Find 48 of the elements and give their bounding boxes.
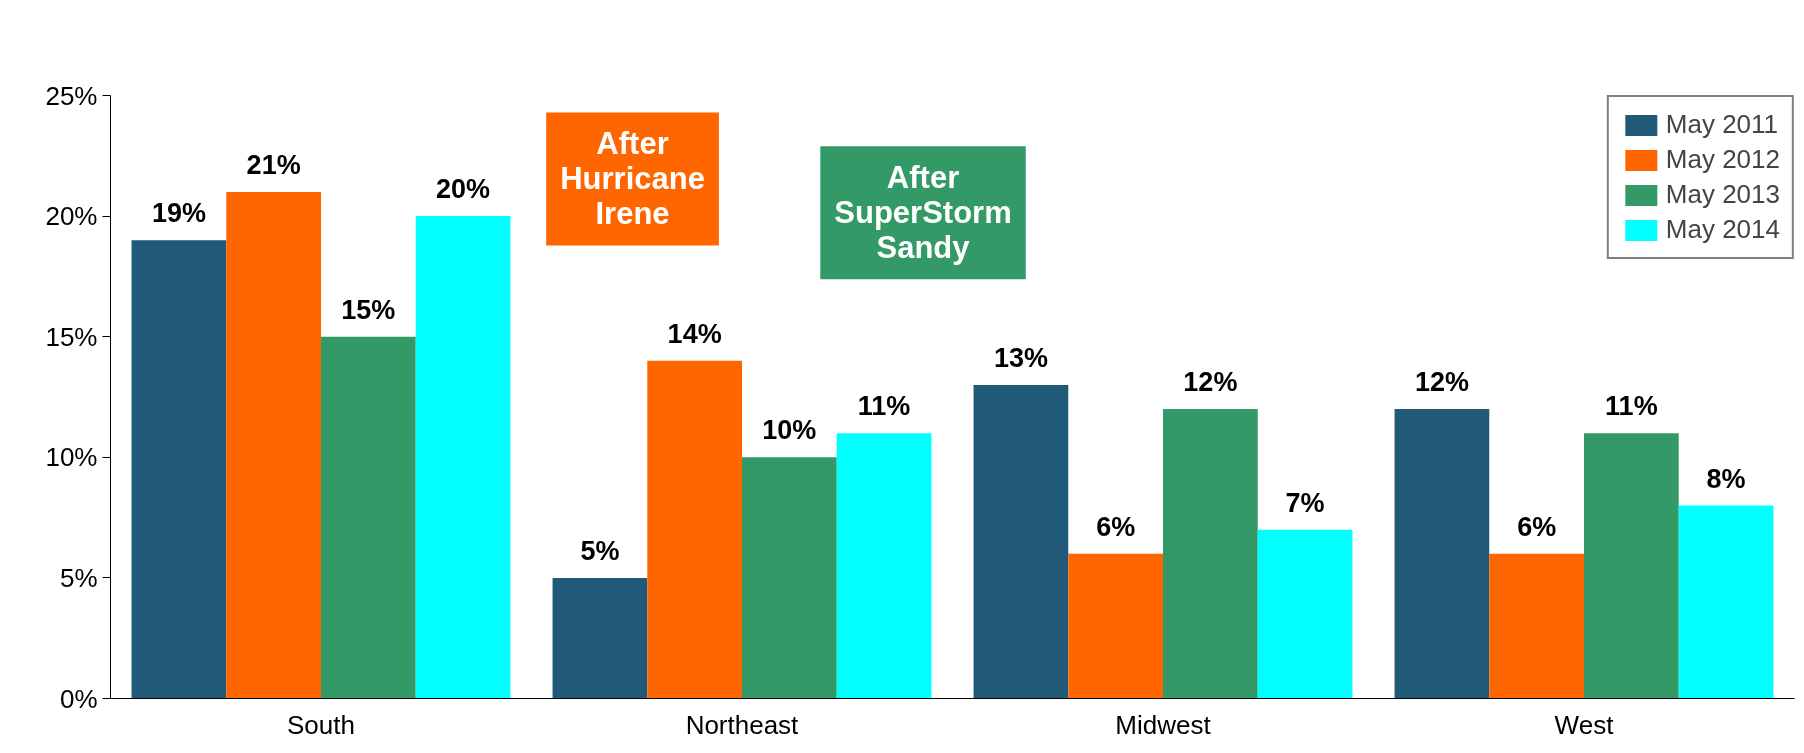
data-label: 6% — [1096, 511, 1136, 542]
bar — [552, 577, 648, 699]
data-label: 11% — [1605, 391, 1658, 422]
data-label: 12% — [1414, 367, 1469, 398]
data-label: 14% — [667, 318, 722, 349]
data-label: 7% — [1285, 487, 1325, 518]
bar — [226, 191, 321, 699]
x-tick-label: Northeast — [685, 709, 800, 740]
bar — [836, 433, 932, 699]
y-tick-label: 5% — [59, 562, 98, 593]
bar — [1584, 433, 1679, 699]
legend-label: May 2011 — [1665, 109, 1779, 140]
data-label: 15% — [341, 294, 396, 325]
legend-label: May 2012 — [1665, 144, 1780, 175]
annotation: After SuperStorm Sandy — [834, 160, 1012, 266]
data-label: 12% — [1183, 367, 1238, 398]
bar — [131, 240, 227, 699]
bar — [415, 216, 511, 699]
bar — [1257, 529, 1353, 699]
bar — [647, 360, 742, 699]
x-tick-label: West — [1554, 709, 1615, 740]
y-tick-label: 10% — [45, 442, 98, 473]
data-label: 6% — [1517, 511, 1557, 542]
x-tick-label: South — [287, 709, 355, 740]
y-tick-label: 0% — [59, 683, 98, 714]
bar — [742, 457, 837, 699]
y-tick-label: 25% — [45, 80, 98, 111]
legend-label: May 2014 — [1665, 214, 1780, 245]
bar — [321, 336, 416, 699]
data-label: 21% — [246, 149, 301, 180]
data-label: 13% — [993, 342, 1048, 373]
bar — [1068, 553, 1163, 699]
data-label: 5% — [580, 535, 620, 566]
y-tick-label: 15% — [45, 321, 98, 352]
bar — [973, 384, 1069, 699]
data-label: 8% — [1706, 463, 1746, 494]
data-label: 10% — [762, 415, 817, 446]
y-tick-label: 20% — [45, 201, 98, 232]
legend-label: May 2013 — [1665, 179, 1780, 210]
annotation: After Hurricane Irene — [560, 126, 705, 232]
data-label: 11% — [857, 391, 911, 422]
x-tick-label: Midwest — [1115, 709, 1212, 740]
data-label: 20% — [436, 174, 491, 205]
bar — [1163, 409, 1258, 699]
bar — [1489, 553, 1584, 699]
data-label: 19% — [151, 198, 206, 229]
bar — [1394, 409, 1490, 699]
bar — [1678, 505, 1774, 699]
